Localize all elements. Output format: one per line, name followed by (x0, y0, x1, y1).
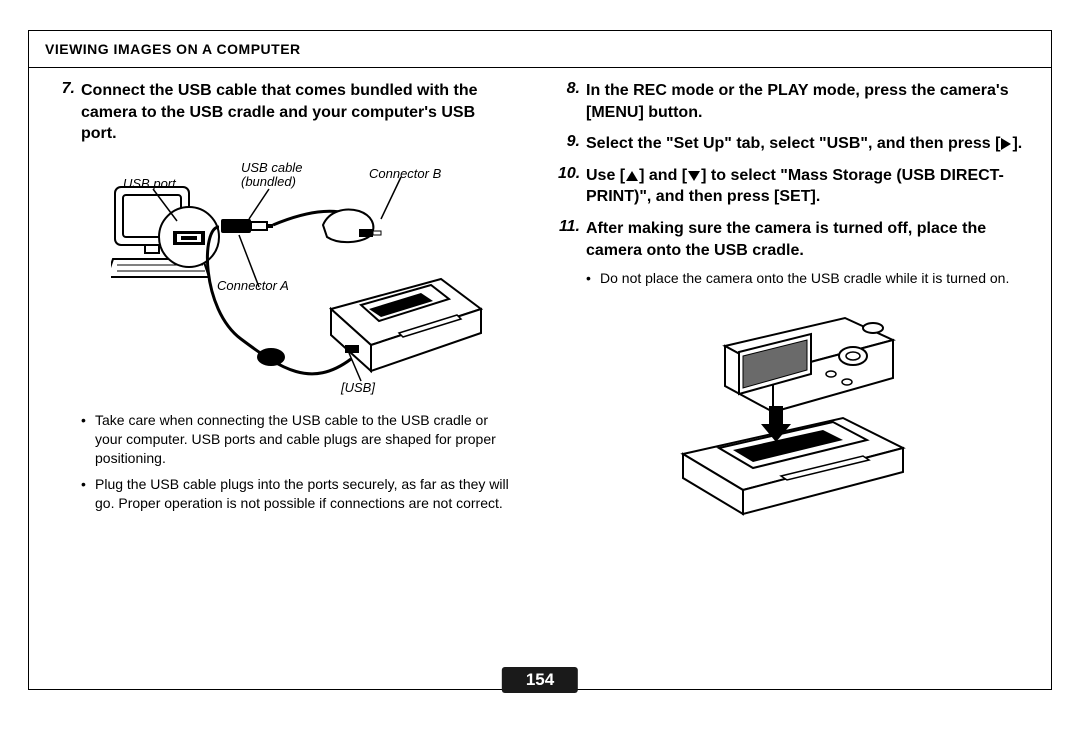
step-number: 10. (558, 165, 586, 208)
step-text: After making sure the camera is turned o… (586, 218, 1027, 261)
right-arrow-icon (1001, 138, 1011, 150)
bullet-dot: • (586, 269, 600, 288)
step-number: 8. (558, 80, 586, 123)
bullet-item: • Take care when connecting the USB cabl… (81, 411, 512, 468)
two-column-content: 7. Connect the USB cable that comes bund… (29, 68, 1051, 688)
text-part: Use [ (586, 167, 625, 184)
bullet-dot: • (81, 475, 95, 513)
text-part: ] and [ (639, 167, 687, 184)
diagram-svg (111, 159, 491, 399)
label-usb-port: USB port (123, 177, 176, 191)
bullet-dot: • (81, 411, 95, 468)
down-arrow-icon (688, 171, 700, 181)
label-connector-a: Connector A (217, 279, 289, 293)
bullet-text: Plug the USB cable plugs into the ports … (95, 475, 512, 513)
page-frame: VIEWING IMAGES ON A COMPUTER 7. Connect … (28, 30, 1052, 690)
bullet-item: • Do not place the camera onto the USB c… (586, 269, 1027, 288)
right-column: 8. In the REC mode or the PLAY mode, pre… (540, 68, 1051, 688)
step-text: Connect the USB cable that comes bundled… (81, 80, 512, 145)
step-number: 9. (558, 133, 586, 155)
manual-page: VIEWING IMAGES ON A COMPUTER 7. Connect … (0, 0, 1080, 730)
section-header: VIEWING IMAGES ON A COMPUTER (29, 31, 1051, 68)
step-text: In the REC mode or the PLAY mode, press … (586, 80, 1027, 123)
label-text: (bundled) (241, 174, 296, 189)
bullet-item: • Plug the USB cable plugs into the port… (81, 475, 512, 513)
step-8: 8. In the REC mode or the PLAY mode, pre… (558, 80, 1027, 123)
camera-cradle-diagram (663, 308, 923, 518)
diagram2-svg (663, 308, 923, 518)
step-10: 10. Use [] and [] to select "Mass Storag… (558, 165, 1027, 208)
usb-connection-diagram: USB port USB cable (bundled) Connector B… (111, 159, 491, 399)
step-text: Select the "Set Up" tab, select "USB", a… (586, 133, 1022, 155)
text-part: ]. (1012, 135, 1022, 152)
label-usb-cable: USB cable (bundled) (241, 161, 302, 190)
step-number: 11. (558, 218, 586, 261)
page-number-badge: 154 (502, 667, 578, 693)
bullet-list-left: • Take care when connecting the USB cabl… (81, 411, 512, 513)
step-text: Use [] and [] to select "Mass Storage (U… (586, 165, 1027, 208)
step-11: 11. After making sure the camera is turn… (558, 218, 1027, 261)
bullet-text: Do not place the camera onto the USB cra… (600, 269, 1009, 288)
label-text: USB cable (241, 160, 302, 175)
left-column: 7. Connect the USB cable that comes bund… (29, 68, 540, 688)
step-9: 9. Select the "Set Up" tab, select "USB"… (558, 133, 1027, 155)
up-arrow-icon (626, 171, 638, 181)
text-part: Select the "Set Up" tab, select "USB", a… (586, 135, 1000, 152)
bullet-list-right: • Do not place the camera onto the USB c… (586, 269, 1027, 288)
step-7: 7. Connect the USB cable that comes bund… (53, 80, 512, 145)
label-connector-b: Connector B (369, 167, 441, 181)
bullet-text: Take care when connecting the USB cable … (95, 411, 512, 468)
label-usb-socket: [USB] (341, 381, 375, 395)
step-number: 7. (53, 80, 81, 145)
